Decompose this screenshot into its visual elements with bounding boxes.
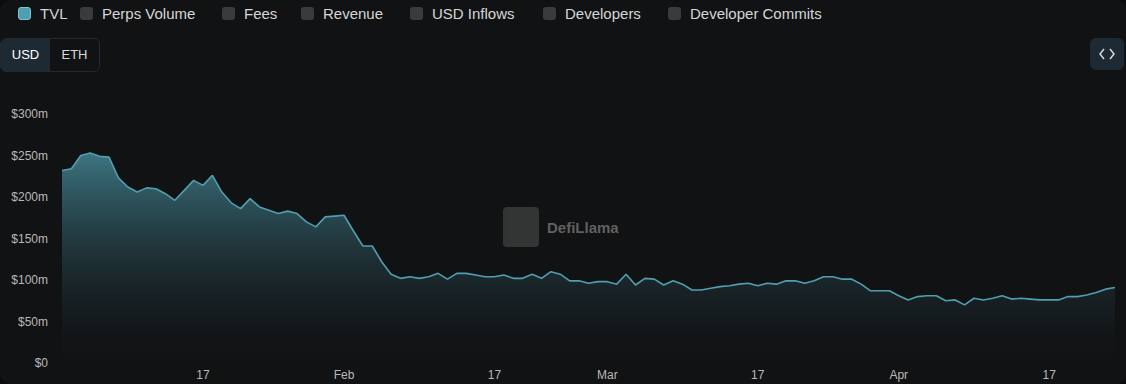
html-text:USD: USD (11, 47, 40, 62)
svg-text:Apr: Apr (889, 368, 908, 382)
html-text:DefiLlama: DefiLlama (547, 218, 619, 236)
svg-text:Mar: Mar (597, 368, 618, 382)
html-text:USD Inflows: USD Inflows (432, 5, 515, 22)
svg-text:17: 17 (751, 368, 765, 382)
html-text:Perps Volume: Perps Volume (102, 5, 196, 22)
svg-text:Feb: Feb (334, 368, 355, 382)
svg-text:$50m: $50m (18, 315, 48, 329)
svg-text:$300m: $300m (11, 107, 48, 121)
svg-text:17: 17 (488, 368, 502, 382)
html-text:ETH: ETH (61, 47, 88, 62)
svg-text:$200m: $200m (11, 190, 48, 204)
svg-text:$150m: $150m (11, 232, 48, 246)
html-text:Fees: Fees (244, 5, 278, 22)
html-text:Developer Commits: Developer Commits (690, 5, 822, 22)
html-text:Revenue: Revenue (323, 5, 383, 22)
svg-text:$100m: $100m (11, 273, 48, 287)
svg-text:$0: $0 (35, 356, 49, 370)
svg-text:17: 17 (1043, 368, 1057, 382)
html-text:Developers: Developers (565, 5, 641, 22)
html-text:TVL: TVL (40, 5, 68, 22)
svg-text:17: 17 (196, 368, 210, 382)
svg-text:$250m: $250m (11, 149, 48, 163)
